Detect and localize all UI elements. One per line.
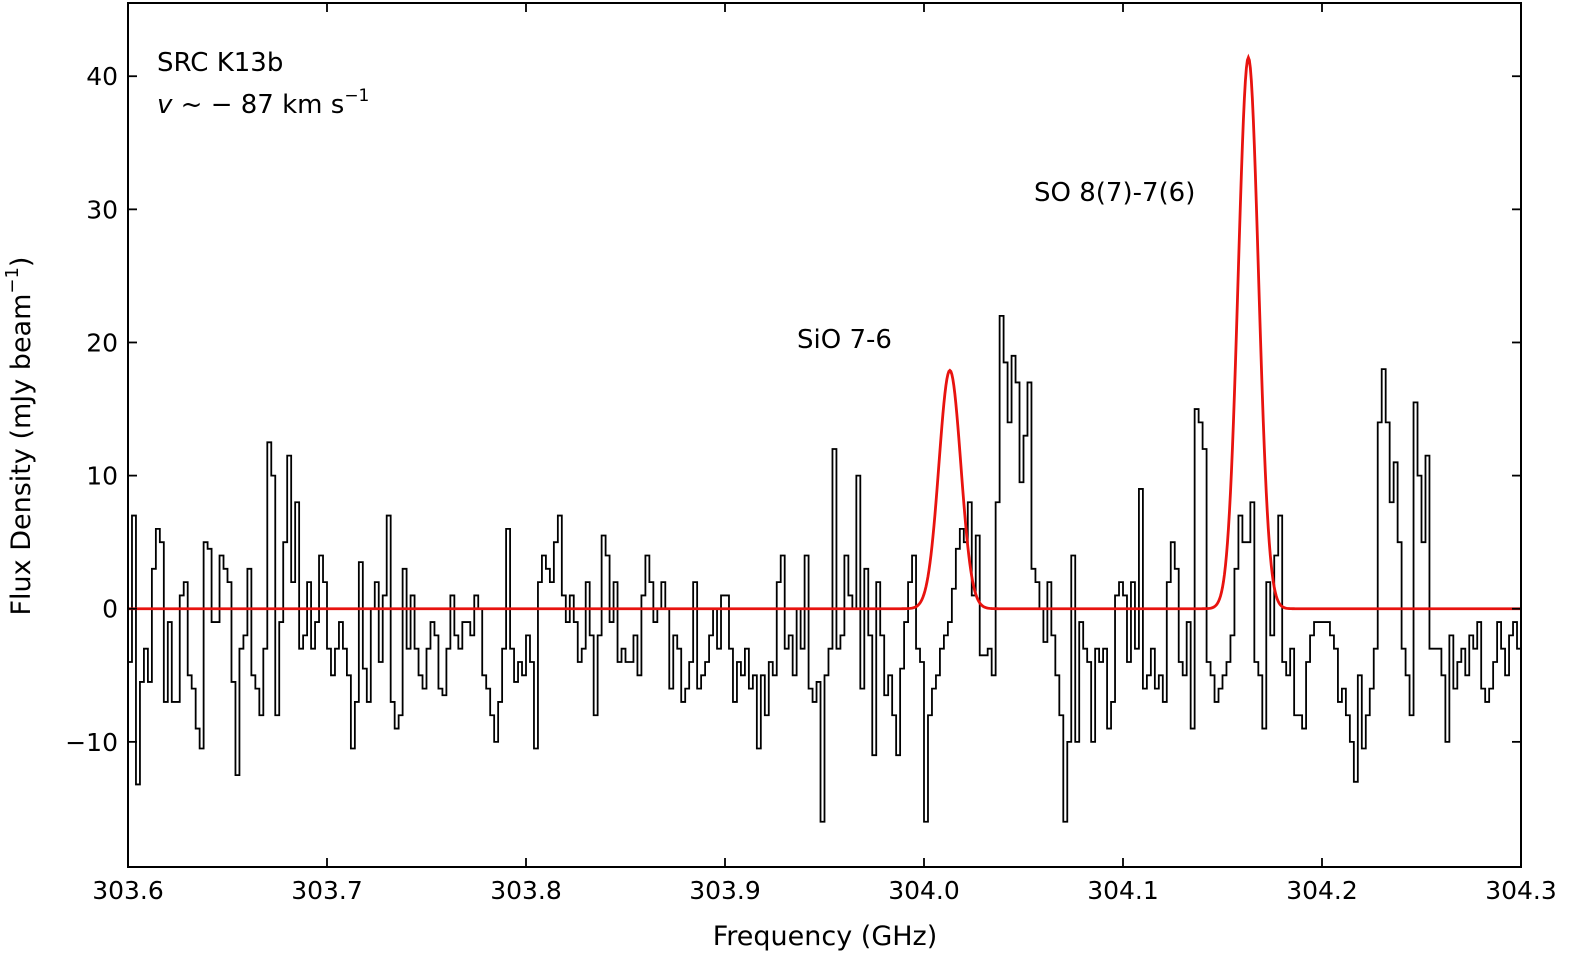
y-tick-label: −10 <box>65 728 118 757</box>
x-tick-label: 304.2 <box>1286 876 1358 905</box>
sio-line-label: SiO 7-6 <box>797 325 892 355</box>
y-axis-label: Flux Density (mJy beam−1) <box>2 257 37 616</box>
y-tick-label: 0 <box>102 595 118 624</box>
velocity-superscript: −1 <box>344 86 369 106</box>
x-tick-label: 303.8 <box>490 876 562 905</box>
gaussian-fit-curve <box>128 53 1521 611</box>
y-axis-ticks: −10 0 10 20 30 40 <box>65 62 1521 757</box>
x-tick-label: 304.1 <box>1087 876 1159 905</box>
y-tick-label: 10 <box>86 462 118 491</box>
velocity-annotation: v ~ − 87 km s−1 <box>157 86 369 120</box>
y-tick-label: 40 <box>86 62 118 91</box>
spectrum-histogram-line <box>128 314 1521 823</box>
velocity-text: ~ − 87 km s <box>172 90 344 120</box>
x-tick-label: 303.7 <box>291 876 363 905</box>
y-axis-label-close: ) <box>6 257 37 268</box>
source-annotation: SRC K13b <box>157 48 283 78</box>
y-tick-label: 30 <box>86 195 118 224</box>
x-tick-label: 304.3 <box>1485 876 1557 905</box>
y-tick-label: 20 <box>86 328 118 357</box>
y-axis-label-main: Flux Density (mJy beam <box>6 294 37 616</box>
plot-area <box>128 53 1521 823</box>
x-axis-ticks: 303.6 303.7 303.8 303.9 304.0 304.1 304.2 304.3 <box>92 3 1557 905</box>
x-tick-label: 303.6 <box>92 876 164 905</box>
velocity-symbol: v <box>157 90 173 120</box>
x-axis-label: Frequency (GHz) <box>713 921 938 952</box>
plot-frame <box>127 2 1522 868</box>
x-tick-label: 304.0 <box>888 876 960 905</box>
y-axis-label-superscript: −1 <box>2 267 23 294</box>
so-line-label: SO 8(7)-7(6) <box>1034 178 1195 208</box>
x-tick-label: 303.9 <box>689 876 761 905</box>
